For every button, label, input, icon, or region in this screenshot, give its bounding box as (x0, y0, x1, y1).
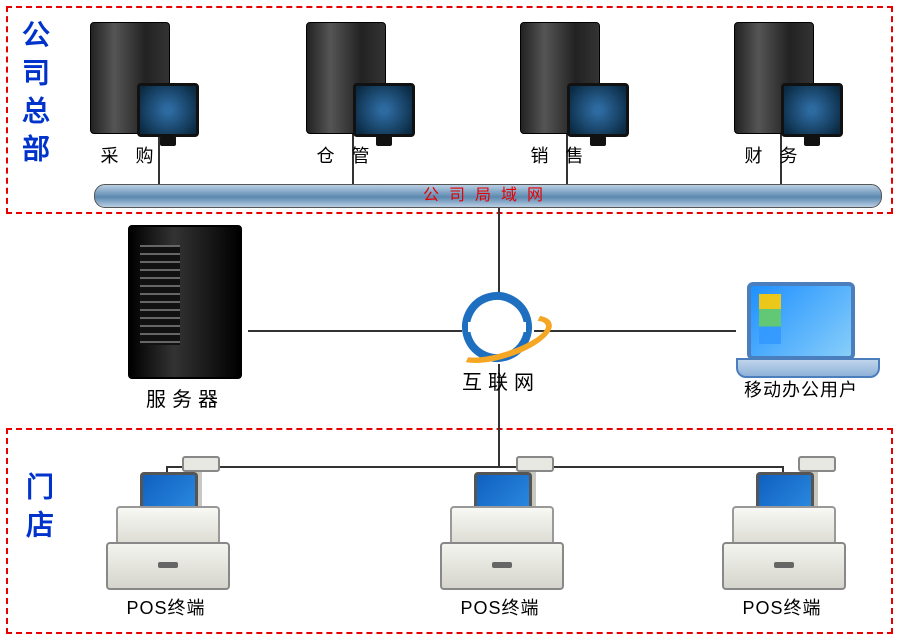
mobile-user-label: 移动办公用户 (736, 376, 866, 402)
mobile-user-node: 移动办公用户 (736, 282, 866, 402)
pos-icon (430, 460, 570, 590)
edge (498, 206, 500, 292)
pos-label: POS终端 (712, 594, 852, 620)
server-tower-icon (90, 22, 170, 134)
internet-label: 互联网 (462, 366, 540, 395)
monitor-icon (781, 83, 843, 137)
internet-icon (462, 292, 532, 362)
monitor-icon (567, 83, 629, 137)
hq-server-finance: 财 务 (734, 22, 814, 168)
server-tower-icon (306, 22, 386, 134)
server-tower-icon (734, 22, 814, 134)
pos-label: POS终端 (430, 594, 570, 620)
diagram-canvas: 公司总部 门店 公司局域网 采 购 仓 管 销 售 财 务 服务器 互联网 移动办公用… (0, 0, 899, 640)
hq-section-label: 公司总部 (14, 20, 54, 172)
pos-label: POS终端 (96, 594, 236, 620)
hq-server-label: 仓 管 (306, 142, 386, 168)
server-node: 服务器 (128, 225, 242, 412)
server-icon (128, 225, 242, 379)
hq-server-label: 采 购 (90, 142, 170, 168)
edge (534, 330, 736, 332)
hq-server-label: 财 务 (734, 142, 814, 168)
edge (248, 330, 462, 332)
pos-terminal-2: POS终端 (430, 460, 570, 620)
internet-node: 互联网 (462, 292, 540, 395)
hq-server-procure: 采 购 (90, 22, 170, 168)
pos-terminal-3: POS终端 (712, 460, 852, 620)
monitor-icon (137, 83, 199, 137)
lan-bar: 公司局域网 (94, 184, 882, 208)
lan-bar-label: 公司局域网 (423, 187, 553, 204)
hq-server-sales: 销 售 (520, 22, 600, 168)
store-section-label: 门店 (18, 472, 58, 548)
server-tower-icon (520, 22, 600, 134)
hq-server-warehouse: 仓 管 (306, 22, 386, 168)
hq-server-label: 销 售 (520, 142, 600, 168)
pos-icon (712, 460, 852, 590)
laptop-icon (736, 282, 866, 372)
server-label: 服务器 (128, 383, 242, 412)
pos-terminal-1: POS终端 (96, 460, 236, 620)
monitor-icon (353, 83, 415, 137)
pos-icon (96, 460, 236, 590)
